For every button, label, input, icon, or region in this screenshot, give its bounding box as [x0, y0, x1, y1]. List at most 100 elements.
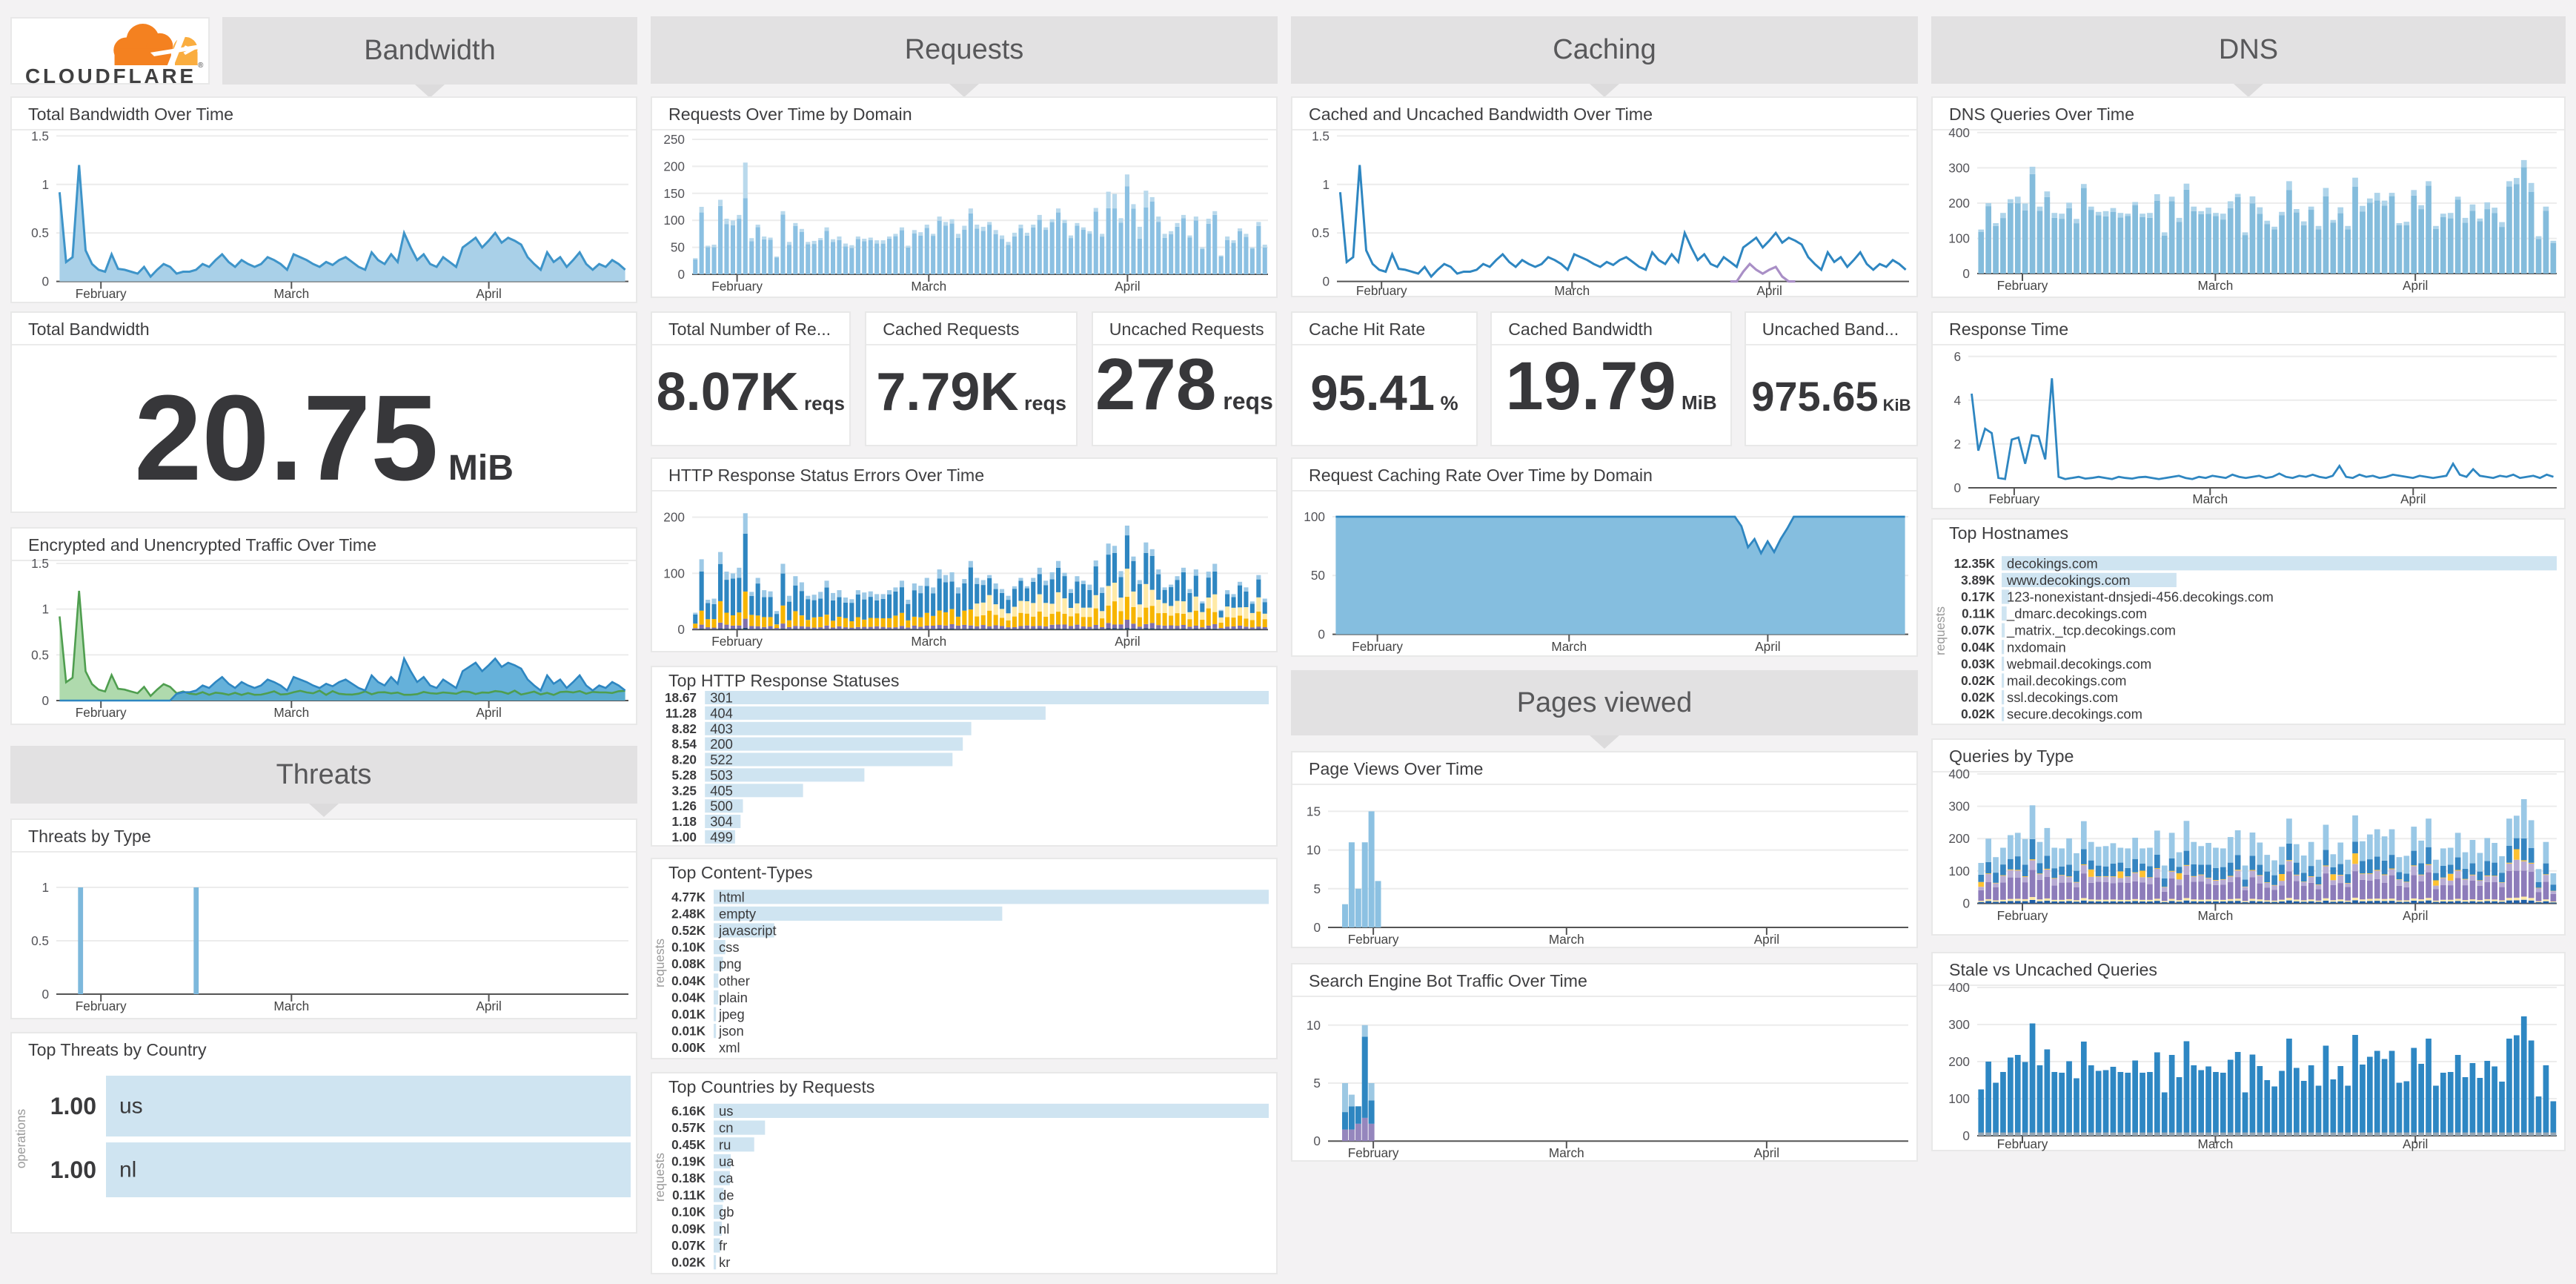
svg-text:0.18K: 0.18K — [671, 1171, 706, 1185]
svg-text:1: 1 — [42, 602, 49, 617]
svg-text:2: 2 — [1953, 437, 1961, 451]
svg-text:18.67: 18.67 — [665, 690, 697, 705]
svg-text:March: March — [2192, 492, 2228, 506]
svg-text:0.08K: 0.08K — [671, 957, 706, 972]
svg-text:0.02K: 0.02K — [1961, 690, 1995, 705]
svg-text:_matrix._tcp.decokings.com: _matrix._tcp.decokings.com — [2006, 623, 2176, 639]
svg-text:March: March — [273, 286, 309, 301]
svg-text:5: 5 — [1313, 881, 1321, 896]
svg-text:April: April — [1115, 634, 1140, 649]
svg-text:nxdomain: nxdomain — [2007, 639, 2066, 655]
svg-text:0.10K: 0.10K — [671, 940, 706, 955]
svg-text:250: 250 — [663, 132, 685, 147]
svg-text:50: 50 — [671, 240, 685, 255]
svg-text:0: 0 — [1962, 266, 1970, 281]
svg-text:us: us — [719, 1102, 733, 1118]
svg-text:March: March — [2198, 908, 2234, 923]
svg-text:50: 50 — [1311, 569, 1325, 583]
svg-text:0.11K: 0.11K — [1962, 606, 1996, 621]
svg-text:March: March — [273, 999, 309, 1013]
svg-text:0.10K: 0.10K — [671, 1204, 706, 1219]
svg-text:March: March — [911, 634, 946, 649]
svg-text:200: 200 — [663, 159, 685, 173]
svg-text:300: 300 — [1948, 799, 1970, 814]
svg-text:February: February — [1997, 278, 2048, 293]
svg-text:css: css — [719, 939, 740, 955]
svg-text:February: February — [1352, 639, 1403, 654]
svg-text:February: February — [76, 999, 127, 1013]
svg-text:March: March — [1551, 639, 1587, 654]
svg-text:ru: ru — [719, 1136, 731, 1152]
svg-text:requests: requests — [1933, 606, 1948, 655]
svg-text:1.5: 1.5 — [31, 128, 49, 143]
svg-text:150: 150 — [663, 186, 685, 201]
svg-text:March: March — [1549, 1145, 1584, 1160]
svg-text:operations: operations — [13, 1109, 28, 1168]
svg-text:200: 200 — [1948, 196, 1970, 211]
svg-text:CLOUDFLARE: CLOUDFLARE — [25, 64, 196, 86]
svg-text:400: 400 — [1948, 980, 1970, 995]
svg-text:0.17K: 0.17K — [1961, 589, 1995, 604]
svg-text:0.04K: 0.04K — [671, 990, 706, 1005]
svg-text:0.04K: 0.04K — [1961, 640, 1995, 655]
svg-text:200: 200 — [710, 736, 733, 752]
svg-text:0.03K: 0.03K — [1961, 657, 1995, 672]
svg-text:gb: gb — [719, 1204, 734, 1220]
svg-text:0.52K: 0.52K — [671, 923, 706, 938]
svg-text:April: April — [1754, 932, 1779, 947]
svg-text:ua: ua — [719, 1154, 734, 1169]
svg-text:123-nonexistant-dnsjedi-456.de: 123-nonexistant-dnsjedi-456.decokings.co… — [2007, 589, 2274, 605]
svg-text:100: 100 — [1948, 864, 1970, 878]
svg-text:304: 304 — [710, 813, 733, 829]
svg-text:April: April — [2403, 1136, 2428, 1151]
svg-text:0.09K: 0.09K — [671, 1221, 706, 1236]
svg-text:April: April — [1755, 639, 1780, 654]
svg-text:0.02K: 0.02K — [1961, 706, 1995, 721]
svg-text:April: April — [1115, 279, 1140, 294]
svg-text:March: March — [911, 279, 946, 294]
svg-text:0: 0 — [1953, 480, 1961, 495]
svg-text:April: April — [476, 286, 501, 301]
svg-text:0.11K: 0.11K — [672, 1187, 706, 1202]
svg-text:400: 400 — [1948, 767, 1970, 781]
svg-text:0.02K: 0.02K — [1961, 673, 1995, 688]
svg-text:ssl.decokings.com: ssl.decokings.com — [2007, 689, 2118, 705]
svg-text:1.00: 1.00 — [50, 1156, 96, 1183]
svg-text:March: March — [273, 705, 309, 720]
svg-text:javascript: javascript — [718, 923, 777, 939]
svg-text:301: 301 — [710, 689, 733, 705]
svg-text:0.45K: 0.45K — [671, 1136, 706, 1151]
svg-text:February: February — [711, 634, 763, 649]
svg-text:us: us — [119, 1094, 143, 1119]
svg-text:8.54: 8.54 — [672, 736, 697, 751]
svg-text:1.00: 1.00 — [672, 830, 697, 844]
svg-text:April: April — [476, 705, 501, 720]
svg-text:0.07K: 0.07K — [1961, 623, 1995, 638]
svg-text:0: 0 — [677, 623, 685, 638]
svg-text:15: 15 — [1307, 804, 1321, 818]
svg-text:February: February — [1997, 1136, 2048, 1151]
svg-text:499: 499 — [710, 829, 733, 844]
svg-text:0: 0 — [1962, 1128, 1970, 1143]
svg-text:0.5: 0.5 — [31, 225, 49, 240]
svg-text:February: February — [711, 279, 763, 294]
svg-text:February: February — [1997, 908, 2048, 923]
svg-text:8.20: 8.20 — [672, 752, 697, 767]
svg-text:1.00: 1.00 — [50, 1093, 96, 1119]
svg-text:html: html — [719, 890, 745, 905]
svg-text:405: 405 — [710, 783, 733, 798]
svg-text:0.01K: 0.01K — [671, 1007, 706, 1022]
svg-text:secure.decokings.com: secure.decokings.com — [2007, 706, 2142, 722]
svg-text:March: March — [1554, 283, 1590, 298]
svg-text:April: April — [2403, 908, 2428, 923]
svg-text:0.04K: 0.04K — [671, 973, 706, 988]
svg-text:February: February — [1989, 492, 2040, 506]
svg-text:0.5: 0.5 — [1312, 225, 1330, 240]
svg-text:requests: requests — [652, 939, 667, 987]
svg-text:0.5: 0.5 — [31, 933, 49, 948]
svg-text:nl: nl — [119, 1158, 136, 1182]
svg-text:nl: nl — [719, 1220, 729, 1236]
svg-text:8.82: 8.82 — [672, 721, 697, 736]
svg-text:404: 404 — [710, 705, 733, 721]
svg-text:decokings.com: decokings.com — [2007, 555, 2098, 571]
